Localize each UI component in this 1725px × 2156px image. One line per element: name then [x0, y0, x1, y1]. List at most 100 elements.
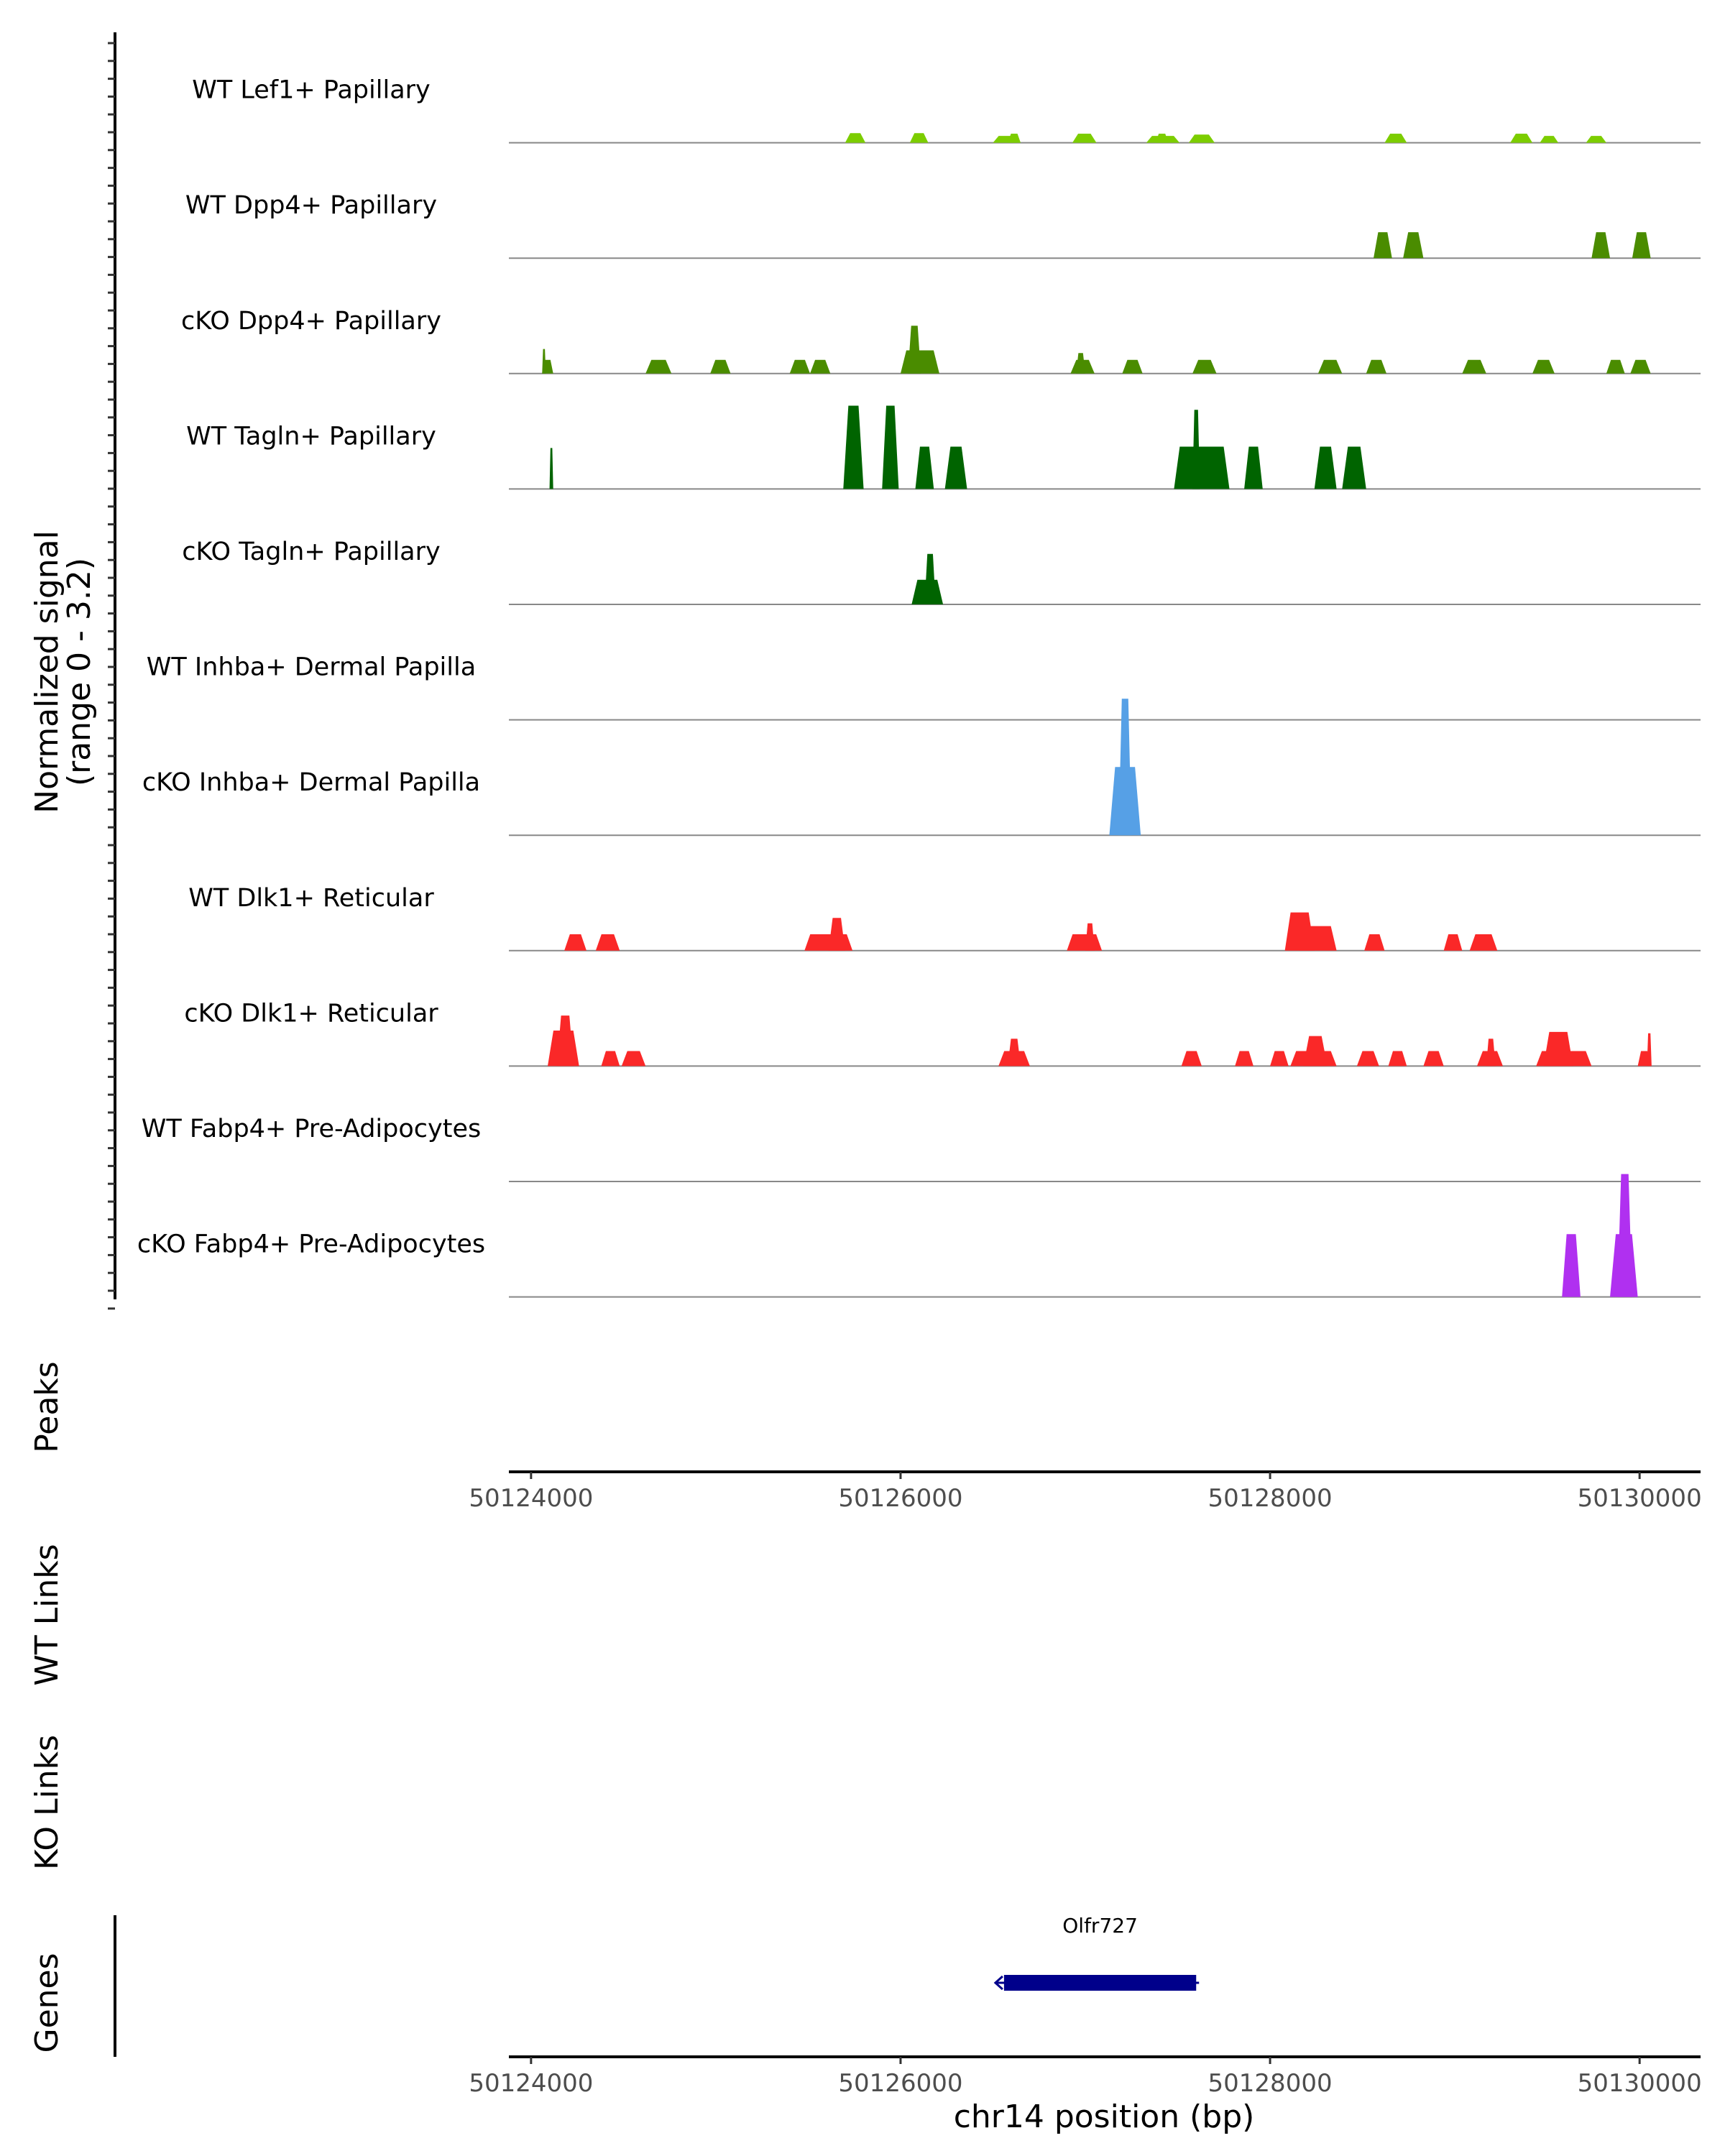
- peaks-x-ticks: 50124000 50126000 50128000 50130000: [469, 1472, 1702, 1513]
- track-label: WT Lef1+ Papillary: [192, 76, 431, 105]
- signal-peak: [1532, 359, 1555, 374]
- signal-peak: [1486, 1038, 1496, 1067]
- signal-peak: [1562, 1234, 1581, 1297]
- signal-peak: [944, 446, 967, 489]
- signal-peak: [556, 1015, 574, 1067]
- signal-peak: [1072, 134, 1097, 143]
- signal-peak: [1632, 232, 1651, 259]
- signal-peak: [1342, 446, 1366, 489]
- signal-peak: [845, 133, 866, 143]
- track-label: cKO Dlk1+ Reticular: [184, 999, 438, 1028]
- signal-peak: [809, 359, 831, 374]
- track-label: WT Dpp4+ Papillary: [185, 191, 437, 220]
- x-tick-label: 50128000: [1208, 1484, 1333, 1513]
- signal-peak: [1403, 232, 1424, 259]
- signal-peak: [1174, 446, 1230, 489]
- signal-peak: [804, 934, 853, 951]
- x-tick-label: 50124000: [469, 1484, 593, 1513]
- signal-peak: [1630, 359, 1651, 374]
- x-tick-label: 50130000: [1578, 1484, 1702, 1513]
- signal-peak: [1591, 232, 1611, 259]
- signal-peak: [789, 359, 810, 374]
- gene-label: Olfr727: [1062, 1914, 1138, 1938]
- signal-peak: [909, 133, 929, 143]
- signal-peak: [828, 918, 845, 951]
- track-label: cKO Fabp4+ Pre-Adipocytes: [137, 1230, 485, 1259]
- signal-peak: [1443, 934, 1463, 951]
- signal-peak: [1510, 134, 1533, 143]
- signal-peak: [601, 1051, 620, 1067]
- x-tick-label: 50130000: [1578, 2069, 1702, 2098]
- y-axis-title: Normalized signal: [29, 530, 65, 814]
- signal-peak: [564, 934, 586, 951]
- signal-peak: [1617, 1174, 1632, 1297]
- gene-strand-arrow: [993, 1975, 1003, 1991]
- signal-peak: [915, 446, 934, 489]
- signal-peak: [882, 405, 899, 489]
- signal-peak: [1122, 359, 1143, 374]
- signal-peak: [843, 405, 864, 489]
- y-axis-range: (range 0 - 3.2): [61, 558, 98, 786]
- signal-peak: [1314, 446, 1337, 489]
- x-tick-label: 50126000: [838, 2069, 962, 2098]
- signal-peak: [645, 359, 672, 374]
- signal-peak: [1076, 353, 1086, 374]
- x-tick-label: 50128000: [1208, 2069, 1333, 2098]
- signal-peak: [1118, 699, 1132, 836]
- signal-peak: [1374, 232, 1392, 259]
- genes-x-ticks: 50124000 50126000 50128000 50130000: [469, 2057, 1702, 2098]
- x-tick-label: 50124000: [469, 2069, 593, 2098]
- track-label: cKO Dpp4+ Papillary: [181, 307, 441, 336]
- track-label: WT Dlk1+ Reticular: [188, 884, 434, 913]
- signal-peak: [621, 1051, 646, 1067]
- wt-links-panel-label: WT Links: [29, 1544, 65, 1685]
- coverage-y-ticks: [108, 42, 115, 1310]
- genes-panel-label: Genes: [29, 1953, 65, 2053]
- signal-peak: [1155, 134, 1169, 143]
- signal-peak: [1188, 134, 1215, 143]
- track-label: WT Tagln+ Papillary: [186, 422, 436, 451]
- coverage-tracks: WT Lef1+ Papillary WT Dpp4+ Papillary cKO …: [137, 76, 1701, 1298]
- signal-peak: [549, 448, 553, 489]
- signal-peak: [1543, 1031, 1573, 1067]
- track-label: cKO Tagln+ Papillary: [182, 538, 441, 566]
- signal-peak: [1356, 1051, 1379, 1067]
- signal-peak: [1244, 446, 1263, 489]
- signal-peak: [1235, 1051, 1254, 1067]
- signal-peak: [1647, 1033, 1652, 1067]
- signal-peak: [1388, 1051, 1407, 1067]
- gene-annotations: Olfr727: [993, 1914, 1200, 1991]
- signal-peak: [1181, 1051, 1202, 1067]
- ko-links-panel-label: KO Links: [29, 1735, 65, 1870]
- signal-peak: [1300, 926, 1337, 951]
- peaks-panel-label: Peaks: [29, 1361, 65, 1452]
- signal-peak: [1008, 1038, 1021, 1067]
- signal-peak: [1462, 359, 1486, 374]
- signal-peak: [1317, 359, 1343, 374]
- signal-peak: [1384, 134, 1407, 143]
- signal-peak: [1540, 136, 1559, 143]
- signal-peak: [1008, 134, 1021, 143]
- signal-peak: [595, 934, 620, 951]
- signal-peak: [1423, 1051, 1444, 1067]
- signal-peak: [710, 359, 731, 374]
- signal-peak: [924, 553, 936, 604]
- signal-peak: [1366, 359, 1387, 374]
- signal-peak: [1469, 934, 1498, 951]
- track-label: cKO Inhba+ Dermal Papilla: [142, 768, 480, 797]
- signal-peak: [1606, 359, 1625, 374]
- signal-peak: [1586, 136, 1606, 143]
- signal-peak: [1192, 359, 1217, 374]
- signal-peak: [1067, 934, 1103, 951]
- signal-peak: [1192, 410, 1200, 489]
- signal-peak: [1270, 1051, 1289, 1067]
- x-tick-label: 50126000: [838, 1484, 962, 1513]
- track-label: WT Fabp4+ Pre-Adipocytes: [142, 1115, 481, 1143]
- signal-peak: [1303, 1036, 1328, 1067]
- signal-peak: [908, 326, 921, 374]
- signal-peak: [542, 359, 553, 374]
- signal-peak: [1085, 923, 1095, 951]
- track-label: WT Inhba+ Dermal Papilla: [147, 653, 476, 682]
- signal-peak: [1364, 934, 1385, 951]
